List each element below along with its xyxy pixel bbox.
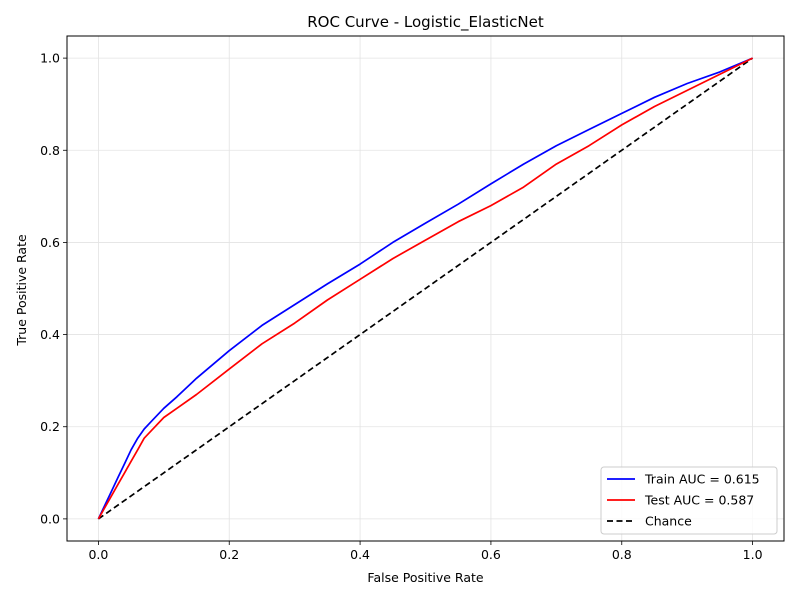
x-axis-ticks: 0.0 0.2 0.4 0.6 0.8 1.0 — [88, 541, 763, 562]
x-tick-label: 0.4 — [350, 547, 370, 562]
plot-frame — [66, 35, 785, 542]
y-axis-label: True Positive Rate — [14, 234, 29, 347]
series-line-chance — [97, 57, 754, 520]
y-axis-ticks: 0.0 0.2 0.4 0.6 0.8 1.0 — [40, 51, 67, 526]
x-tick-label: 1.0 — [743, 547, 763, 562]
x-tick-label: 0.6 — [481, 547, 501, 562]
grid-lines — [67, 36, 784, 541]
y-tick-label: 0.2 — [40, 419, 60, 434]
series-line-train — [97, 57, 753, 520]
x-tick-label: 0.0 — [88, 547, 108, 562]
y-tick-label: 1.0 — [40, 51, 60, 66]
y-tick-label: 0.0 — [40, 511, 60, 526]
chart-title: ROC Curve - Logistic_ElasticNet — [307, 13, 544, 32]
legend-label: Chance — [645, 514, 692, 529]
legend-label: Train AUC = 0.615 — [644, 472, 760, 487]
legend-label: Test AUC = 0.587 — [644, 493, 754, 508]
series-layer — [97, 57, 754, 520]
legend: Train AUC = 0.615 Test AUC = 0.587 Chance — [600, 466, 778, 535]
y-tick-label: 0.8 — [40, 143, 60, 158]
legend-box — [600, 466, 778, 535]
x-tick-label: 0.2 — [219, 547, 239, 562]
y-tick-label: 0.4 — [40, 327, 60, 342]
y-tick-label: 0.6 — [40, 235, 60, 250]
x-tick-label: 0.8 — [612, 547, 632, 562]
series-line-test — [97, 57, 753, 520]
x-axis-label: False Positive Rate — [367, 570, 483, 585]
